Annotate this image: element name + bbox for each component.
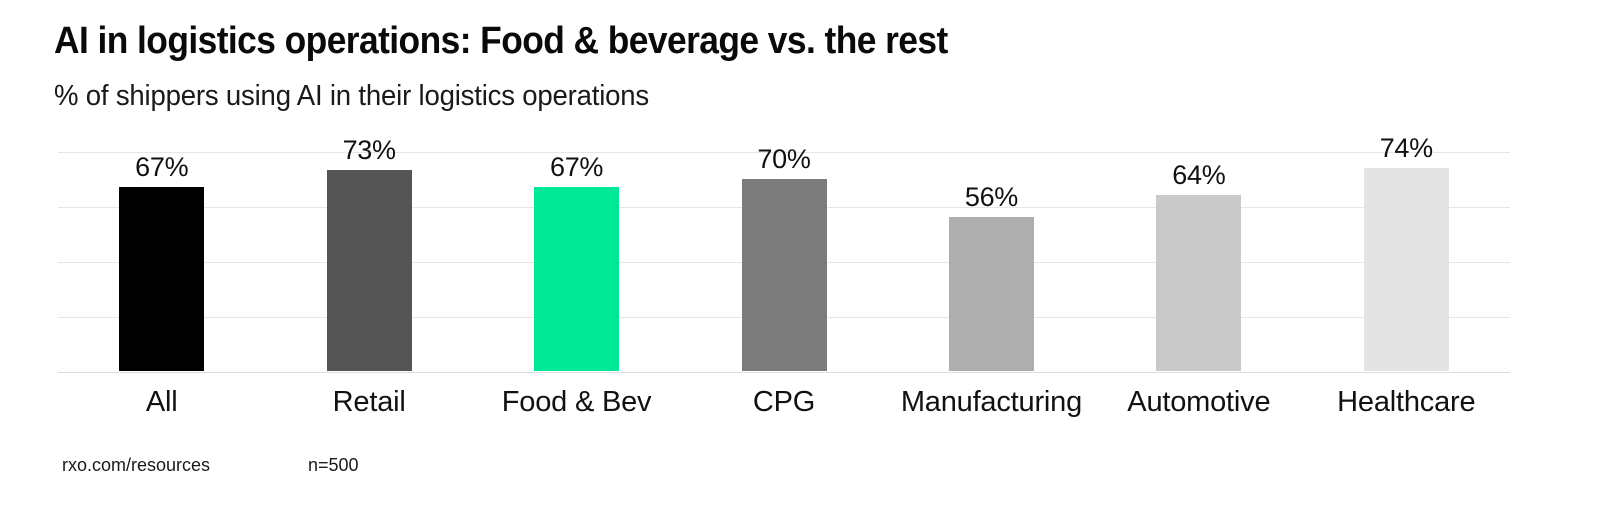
bar-value-label: 56%	[964, 182, 1018, 212]
bar[interactable]	[948, 217, 1034, 371]
bar-value-label: 64%	[1172, 160, 1226, 190]
bar[interactable]	[1363, 167, 1449, 371]
bar-value-label: 70%	[757, 143, 811, 174]
bar-group[interactable]: 70%	[741, 144, 827, 372]
gridline	[58, 372, 1510, 373]
x-axis-label: Retail	[332, 386, 406, 418]
bar[interactable]	[119, 186, 205, 371]
x-axis-label: Healthcare	[1337, 386, 1476, 418]
bar-value-label: 73%	[342, 135, 396, 166]
sample-size-label: n=500	[308, 455, 359, 475]
page-title: AI in logistics operations: Food & bever…	[54, 20, 948, 62]
x-axis-label: All	[145, 386, 178, 418]
x-axis-label: Manufacturing	[900, 386, 1083, 418]
bar[interactable]	[326, 170, 412, 371]
bar-value-label: 74%	[1379, 132, 1433, 163]
bar[interactable]	[1156, 195, 1242, 371]
x-axis-labels: All Retail Food & Bev CPG Manufacturing Autom…	[58, 386, 1510, 426]
x-axis-label: CPG	[752, 386, 816, 418]
chart-subtitle: % of shippers using AI in their logistic…	[54, 80, 650, 112]
bar-value-label: 67%	[135, 151, 189, 182]
bar-group[interactable]: 67%	[119, 151, 205, 372]
bar-group[interactable]: 67%	[534, 151, 620, 372]
bar-group[interactable]: 56%	[948, 152, 1034, 372]
bar-group[interactable]: 74%	[1363, 133, 1449, 372]
bar-series: 67% 73% 67% 70% 56% 64% 74%	[58, 133, 1510, 372]
plot-area: 67% 73% 67% 70% 56% 64% 74%	[58, 133, 1510, 373]
bar[interactable]	[534, 186, 620, 371]
source-label: rxo.com/resources	[62, 455, 211, 475]
bar-group[interactable]: 73%	[326, 135, 412, 372]
x-axis-label: Automotive	[1127, 386, 1271, 418]
bar-value-label: 67%	[549, 151, 604, 182]
bar[interactable]	[741, 178, 827, 371]
bar-group[interactable]: 64%	[1156, 152, 1242, 372]
x-axis-label: Food & Bev	[501, 386, 652, 418]
